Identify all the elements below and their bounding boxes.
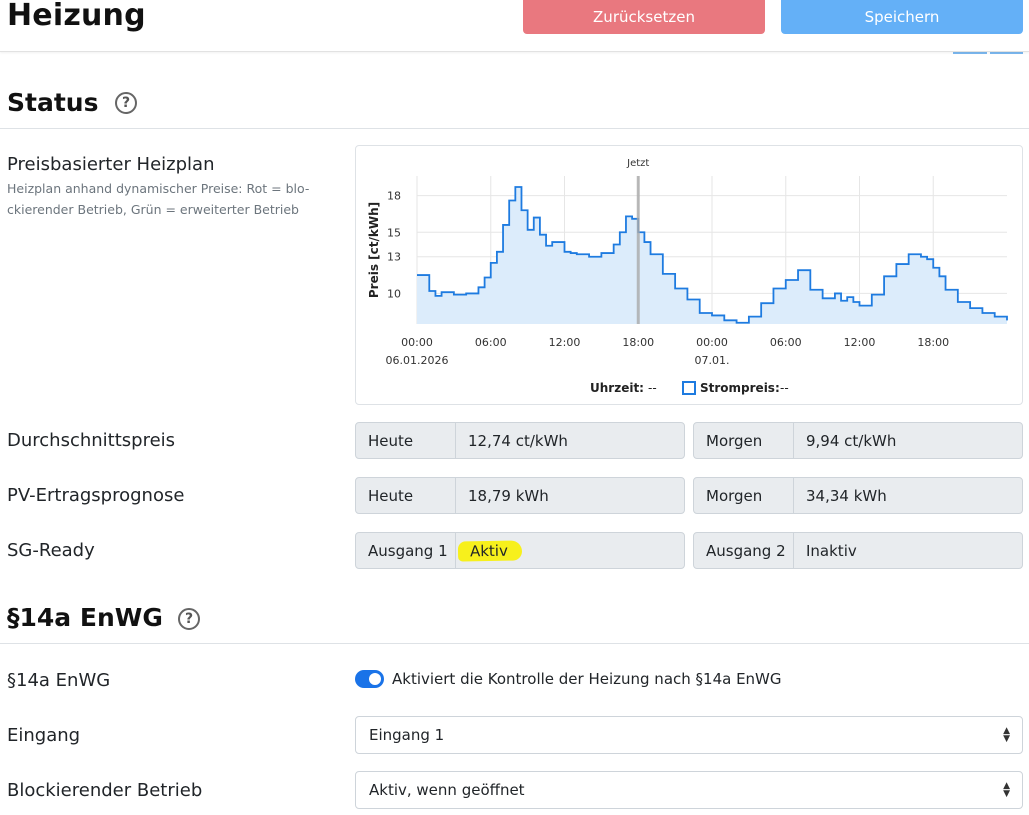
average-price-tomorrow: Morgen 9,94 ct/kWh [693,422,1023,459]
y-tick-label: 10 [387,287,401,300]
sg-ready-output-1: Ausgang 1 Aktiv [355,532,685,569]
enwg-toggle-label: §14a EnWG [7,670,111,691]
blocking-mode-select[interactable]: Aktiv, wenn geöffnet ▲ ▼ [355,771,1023,809]
scroll-hint-bar [990,52,1023,54]
price-line [417,186,1008,324]
reset-button[interactable]: Zurücksetzen [523,0,765,34]
blocking-mode-value: Aktiv, wenn geöffnet [369,781,525,799]
question-circle-icon[interactable]: ? [178,608,200,630]
x-tick-label: 12:00 [844,336,876,349]
legend-time-value: -- [648,381,657,395]
blocking-mode-label: Blockierender Betrieb [7,780,203,801]
question-circle-icon[interactable]: ? [115,92,137,114]
legend-price-label: Strompreis: [700,381,780,395]
average-price-today: Heute 12,74 ct/kWh [355,422,685,459]
today-label: Heute [356,423,456,458]
price-area [417,187,1007,324]
price-plan-label: Preisbasierter Heizplan [7,154,215,175]
page-title: Heizung [7,0,146,33]
pv-forecast-today: Heute 18,79 kWh [355,477,685,514]
select-caret-icon: ▲ ▼ [1003,726,1010,744]
x-tick-label: 06:00 [475,336,507,349]
tomorrow-value: 9,94 ct/kWh [806,431,897,450]
today-value: 18,79 kWh [468,486,549,505]
price-chart-svg: Jetzt 10 13 15 18 Preis [ct/kWh] 00:00 06.01.20… [367,158,1008,395]
price-chart[interactable]: Jetzt 10 13 15 18 Preis [ct/kWh] 00:00 06.01.20… [355,145,1023,405]
status-section-title: Status [7,88,99,117]
tomorrow-label: Morgen [694,478,794,513]
y-axis-title: Preis [ct/kWh] [367,202,381,298]
scroll-hint-bar [953,52,987,54]
output-1-value: Aktiv [456,533,684,568]
section-divider [0,643,1029,644]
pv-forecast-label: PV-Ertragsprognose [7,485,185,506]
legend-price-value: -- [780,381,789,395]
enwg-toggle-switch[interactable] [355,670,384,688]
average-price-label: Durchschnittspreis [7,430,176,451]
y-tick-label: 18 [387,190,401,203]
legend-price-swatch [682,381,696,395]
now-marker-label: Jetzt [626,158,649,169]
output-1-status: Aktiv [457,539,523,562]
enwg-toggle-text: Aktiviert die Kontrolle der Heizung nach… [392,670,782,688]
output-2-value: Inaktiv [806,541,857,560]
x-tick-date-label: 07.01. [695,354,730,367]
toggle-knob [369,673,381,685]
sg-ready-label: SG-Ready [7,540,95,561]
section-divider [0,128,1029,129]
select-caret-icon: ▲ ▼ [1003,781,1010,799]
x-tick-label: 18:00 [917,336,949,349]
pv-forecast-tomorrow: Morgen 34,34 kWh [693,477,1023,514]
legend-time-label: Uhrzeit: [590,381,644,395]
input-select[interactable]: Eingang 1 ▲ ▼ [355,716,1023,754]
today-label: Heute [356,478,456,513]
output-2-label: Ausgang 2 [694,533,794,568]
sg-ready-output-2: Ausgang 2 Inaktiv [693,532,1023,569]
output-1-label: Ausgang 1 [356,533,456,568]
y-tick-label: 13 [387,251,401,264]
save-button[interactable]: Speichern [781,0,1023,34]
top-bar: Heizung Zurücksetzen Speichern [0,0,1029,52]
x-tick-date-label: 06.01.2026 [386,354,449,367]
y-tick-label: 15 [387,226,401,239]
x-tick-label: 06:00 [770,336,802,349]
input-label: Eingang [7,725,81,746]
today-value: 12,74 ct/kWh [468,431,568,450]
x-tick-label: 00:00 [401,336,433,349]
enwg-section-title: §14a EnWG [7,603,163,632]
tomorrow-label: Morgen [694,423,794,458]
price-plan-description: Heizplan anhand dynamischer Preise: Rot … [7,181,310,217]
x-tick-label: 18:00 [622,336,654,349]
input-select-value: Eingang 1 [369,726,445,744]
x-tick-label: 00:00 [696,336,728,349]
tomorrow-value: 34,34 kWh [806,486,887,505]
x-tick-label: 12:00 [549,336,581,349]
